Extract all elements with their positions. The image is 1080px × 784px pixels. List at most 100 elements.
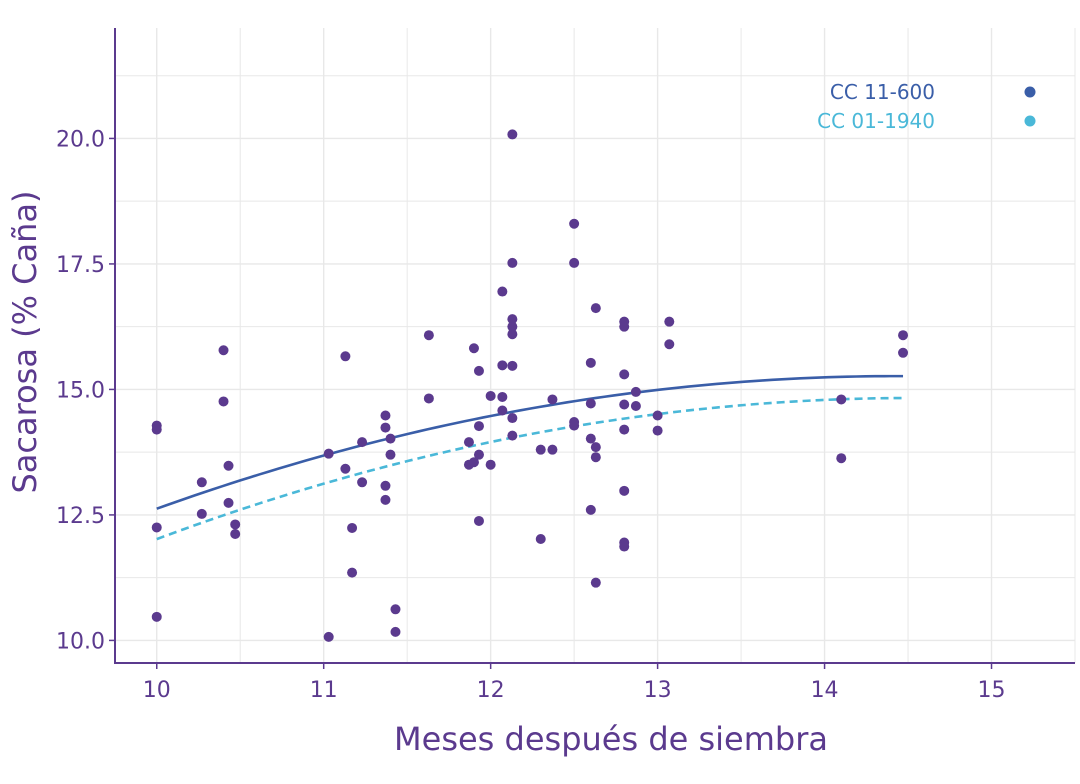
data-point (390, 626, 401, 637)
data-point (898, 330, 909, 341)
data-point (151, 611, 162, 622)
data-point (652, 425, 663, 436)
data-point (497, 405, 508, 416)
y-tick-label: 17.5 (56, 253, 105, 278)
data-point (619, 541, 630, 552)
x-tick-label: 10 (143, 678, 171, 703)
data-point (836, 453, 847, 464)
trend-line-cc-01-1940 (156, 396, 904, 541)
data-point (619, 399, 630, 410)
data-point (569, 218, 580, 229)
data-point (340, 351, 351, 362)
x-tick-label: 11 (310, 678, 338, 703)
data-point (473, 421, 484, 432)
data-point (590, 452, 601, 463)
data-point (380, 422, 391, 433)
data-point (347, 522, 358, 533)
legend-dot-cc-11-600 (1024, 86, 1036, 98)
data-point (569, 257, 580, 268)
data-point (323, 448, 334, 459)
data-point (569, 420, 580, 431)
data-point (468, 343, 479, 354)
data-point (485, 459, 496, 470)
y-tick-label: 15.0 (56, 378, 105, 403)
data-point (507, 314, 518, 325)
x-tick-label: 15 (978, 678, 1006, 703)
data-point (898, 347, 909, 358)
data-point (497, 391, 508, 402)
data-point (473, 449, 484, 460)
data-points (151, 129, 909, 642)
legend: CC 11-600 CC 01-1940 (817, 80, 1036, 133)
data-point (390, 604, 401, 615)
legend-label-cc-01-1940: CC 01-1940 (817, 109, 935, 133)
data-point (473, 365, 484, 376)
x-axis-title: Meses después de siembra (394, 720, 828, 758)
grid-lines (115, 28, 1076, 663)
data-point (619, 485, 630, 496)
data-point (507, 430, 518, 441)
data-point (385, 449, 396, 460)
data-point (547, 444, 558, 455)
x-tick-label: 13 (644, 678, 672, 703)
y-tick-label: 10.0 (56, 629, 105, 654)
data-point (468, 457, 479, 468)
data-point (619, 369, 630, 380)
data-point (590, 577, 601, 588)
data-point (585, 357, 596, 368)
data-point (664, 316, 675, 327)
legend-dot-cc-01-1940 (1024, 115, 1036, 127)
data-point (380, 494, 391, 505)
data-point (223, 460, 234, 471)
x-tick-label: 14 (811, 678, 839, 703)
data-point (619, 321, 630, 332)
data-point (507, 321, 518, 332)
data-point (535, 534, 546, 545)
data-point (463, 437, 474, 448)
data-point (585, 433, 596, 444)
data-point (485, 390, 496, 401)
y-tick-label: 20.0 (56, 127, 105, 152)
data-point (340, 463, 351, 474)
legend-label-cc-11-600: CC 11-600 (830, 80, 935, 104)
data-point (507, 360, 518, 371)
data-point (357, 477, 368, 488)
data-point (507, 329, 518, 340)
data-point (585, 398, 596, 409)
y-tick-label: 12.5 (56, 504, 105, 529)
data-point (380, 480, 391, 491)
data-point (380, 410, 391, 421)
data-point (619, 424, 630, 435)
data-point (223, 497, 234, 508)
y-axis-title: Sacarosa (% Caña) (6, 191, 44, 494)
data-point (507, 257, 518, 268)
data-point (590, 303, 601, 314)
data-point (357, 437, 368, 448)
data-point (230, 519, 241, 530)
data-point (151, 424, 162, 435)
data-point (590, 442, 601, 453)
data-point (836, 394, 847, 405)
data-point (196, 477, 207, 488)
data-point (423, 330, 434, 341)
data-point (385, 433, 396, 444)
data-point (507, 413, 518, 424)
data-point (230, 528, 241, 539)
data-point (630, 386, 641, 397)
axes (114, 28, 1075, 664)
data-point (630, 400, 641, 411)
data-point (218, 396, 229, 407)
data-point (347, 567, 358, 578)
data-point (196, 508, 207, 519)
data-point (423, 393, 434, 404)
x-tick-label: 12 (477, 678, 505, 703)
data-point (652, 410, 663, 421)
data-point (585, 504, 596, 515)
trend-line-cc-11-600 (156, 374, 904, 510)
data-point (151, 522, 162, 533)
data-point (664, 339, 675, 350)
data-point (497, 360, 508, 371)
data-point (535, 444, 546, 455)
data-point (507, 129, 518, 140)
